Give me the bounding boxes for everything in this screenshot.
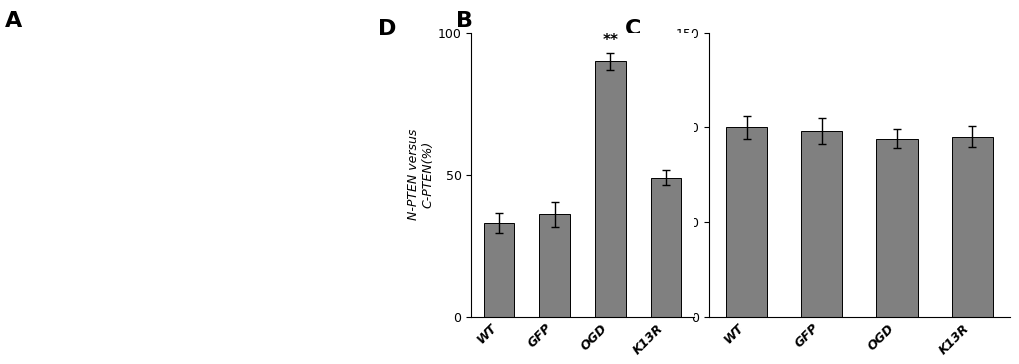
Y-axis label: PTEN
(％ of WT): PTEN (％ of WT)	[644, 146, 672, 203]
Y-axis label: N-PTEN versus
C-PTEN(%): N-PTEN versus C-PTEN(%)	[407, 129, 434, 221]
Text: **: **	[601, 33, 618, 48]
Text: C: C	[624, 19, 640, 39]
Bar	[594, 61, 625, 317]
Bar	[539, 214, 570, 317]
Bar	[951, 137, 991, 317]
Text: D: D	[377, 19, 395, 39]
Bar	[875, 139, 917, 317]
Bar	[483, 223, 514, 317]
Bar	[650, 178, 681, 317]
Bar	[726, 127, 766, 317]
Text: A: A	[5, 11, 22, 31]
Text: B: B	[455, 11, 473, 31]
Bar	[800, 131, 842, 317]
